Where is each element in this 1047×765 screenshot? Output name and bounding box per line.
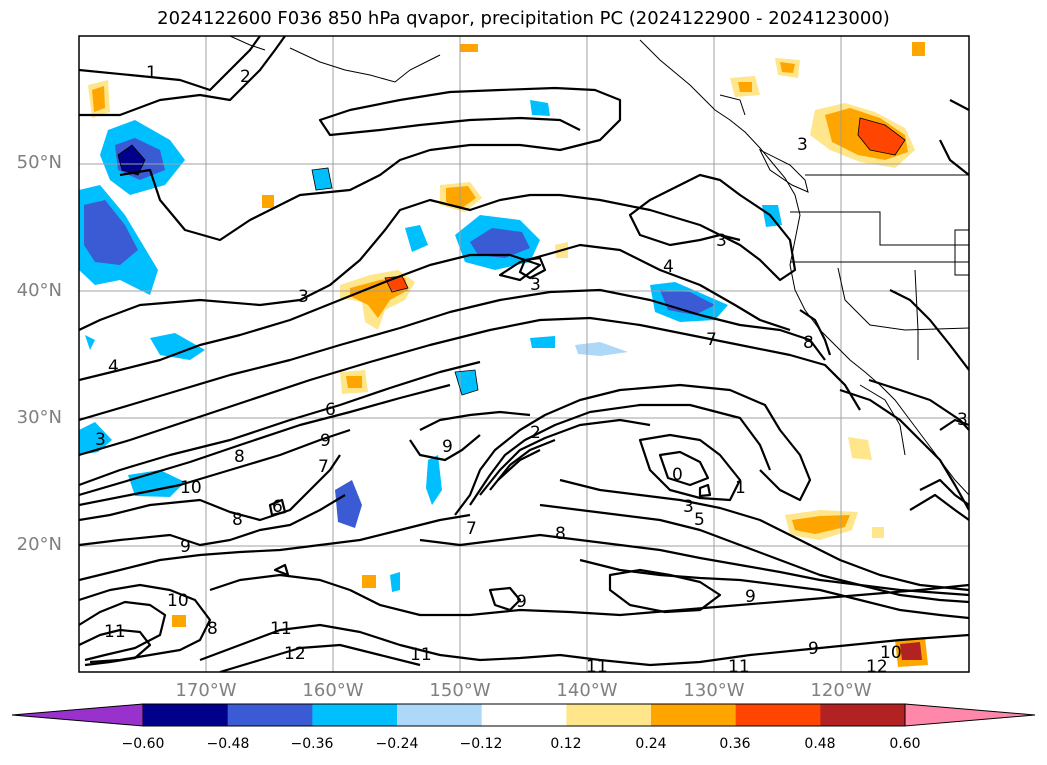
contour-label: 10 (180, 478, 202, 498)
contour-label: 11 (104, 622, 126, 642)
lon-label: 140°W (556, 680, 618, 701)
colorbar-segment (143, 704, 229, 726)
colorbar-tick-label: −0.36 (290, 736, 334, 752)
lon-label: 170°W (175, 680, 237, 701)
colorbar-extend-min (11, 703, 144, 727)
contour-label: 9 (745, 587, 756, 607)
lat-label: 50°N (16, 152, 62, 173)
colorbar-tick-label: 0.60 (889, 736, 921, 752)
colorbar-tick-label: −0.48 (206, 736, 250, 752)
colorbar-tick-label: 0.48 (804, 736, 836, 752)
contour-label: 7 (466, 519, 477, 539)
contour-label: 11 (586, 657, 608, 677)
contour-label: 4 (663, 257, 674, 277)
contour-label: 3 (530, 275, 541, 295)
lon-label: 130°W (683, 680, 745, 701)
colorbar-tick-label: 0.12 (550, 736, 582, 752)
contour-label: 3 (797, 135, 808, 155)
coastlines (229, 36, 969, 496)
contour-label: 8 (803, 333, 814, 353)
colorbar-segment (481, 704, 567, 726)
colorbar-segment (227, 704, 313, 726)
contour-label: 9 (320, 431, 331, 451)
contour-label: 9 (516, 592, 527, 612)
contour-label: 7 (318, 457, 329, 477)
contour-label: 5 (694, 510, 705, 530)
contour-label: 8 (232, 510, 243, 530)
contour-label: 1 (735, 478, 746, 498)
contour-label: 4 (108, 357, 119, 377)
contour-label: 3 (95, 430, 106, 450)
colorbar-tick-label: −0.60 (121, 736, 165, 752)
contour-label: 3 (683, 497, 694, 517)
colorbar-segment (735, 704, 821, 726)
contour-label: 11 (270, 619, 292, 639)
contour-label: 11 (410, 645, 432, 665)
contour-label: 10 (167, 591, 189, 611)
colorbar-segment (312, 704, 398, 726)
contour-label: 11 (728, 657, 750, 677)
lon-label: 160°W (302, 680, 364, 701)
contour-label: 2 (240, 67, 251, 87)
lat-label: 30°N (16, 407, 62, 428)
colorbar-extend-max (904, 703, 1036, 727)
colorbar-segment (566, 704, 652, 726)
map-title: 2024122600 F036 850 hPa qvapor, precipit… (157, 8, 890, 29)
colorbar-tick-label: −0.24 (375, 736, 419, 752)
contour-label: 1 (146, 63, 157, 83)
colorbar-tick-label: 0.36 (719, 736, 751, 752)
colorbar-tick-label: 0.24 (635, 736, 667, 752)
colorbar-segment (397, 704, 483, 726)
lon-label: 150°W (429, 680, 491, 701)
contour-label: 6 (325, 400, 336, 420)
contour-label: 3 (957, 410, 968, 430)
contour-labels: 1 2 3 3 3 3 3 4 4 6 7 7 7 8 8 8 8 8 9 9 … (95, 63, 968, 677)
lat-label: 40°N (16, 280, 62, 301)
contour-label: 6 (272, 497, 283, 517)
contour-label: 9 (180, 537, 191, 557)
qvapor-contours (79, 36, 969, 672)
graticule (79, 36, 969, 672)
contour-label: 8 (555, 524, 566, 544)
contour-label: 3 (298, 287, 309, 307)
lon-label: 120°W (810, 680, 872, 701)
colorbar (11, 703, 1036, 727)
lat-label: 20°N (16, 534, 62, 555)
contour-label: 9 (808, 639, 819, 659)
contour-label: 12 (866, 657, 888, 677)
precip-shading (79, 42, 928, 667)
colorbar-segment (651, 704, 737, 726)
colorbar-tick-label: −0.12 (459, 736, 503, 752)
contour-label: 8 (234, 447, 245, 467)
contour-label: 3 (716, 231, 727, 251)
contour-label: 8 (207, 619, 218, 639)
contour-label: 9 (442, 437, 453, 457)
contour-label: 10 (880, 643, 902, 663)
contour-label: 7 (706, 330, 717, 350)
contour-label: 0 (672, 465, 683, 485)
contour-label: 12 (284, 644, 306, 664)
colorbar-segment (820, 704, 906, 726)
map-frame (78, 35, 970, 673)
contour-label: 2 (530, 423, 541, 443)
